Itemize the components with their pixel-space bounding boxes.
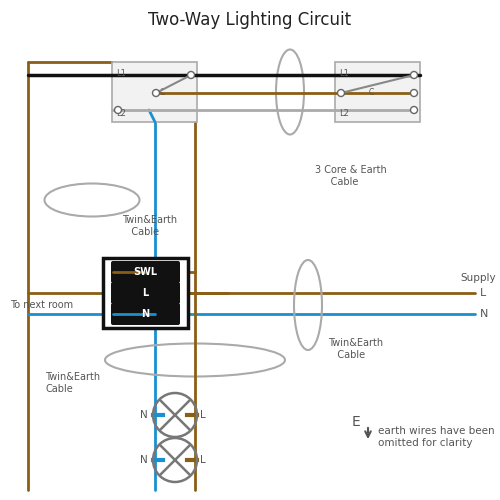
Text: SWL: SWL bbox=[133, 267, 157, 277]
Bar bbox=[335, 62, 420, 122]
Text: C: C bbox=[369, 88, 374, 97]
Circle shape bbox=[188, 72, 194, 78]
Text: Twin&Earth
   Cable: Twin&Earth Cable bbox=[122, 215, 177, 236]
Text: L: L bbox=[200, 410, 206, 420]
Text: L: L bbox=[142, 288, 148, 298]
Text: earth wires have been
omitted for clarity: earth wires have been omitted for clarit… bbox=[378, 426, 494, 448]
Bar bbox=[112, 62, 197, 122]
Text: N: N bbox=[140, 455, 148, 465]
Text: L2: L2 bbox=[116, 110, 126, 118]
Text: Twin&Earth
   Cable: Twin&Earth Cable bbox=[328, 338, 383, 359]
FancyBboxPatch shape bbox=[111, 261, 180, 283]
Text: To next room: To next room bbox=[10, 300, 73, 310]
FancyBboxPatch shape bbox=[111, 282, 180, 304]
Text: N: N bbox=[480, 309, 488, 319]
Circle shape bbox=[410, 90, 418, 96]
Text: L: L bbox=[480, 288, 486, 298]
Text: C: C bbox=[160, 88, 165, 97]
Circle shape bbox=[410, 106, 418, 114]
Circle shape bbox=[338, 90, 344, 96]
Text: N: N bbox=[141, 309, 149, 319]
Text: E: E bbox=[352, 415, 361, 429]
Text: L1: L1 bbox=[339, 70, 349, 78]
Text: Supply: Supply bbox=[460, 273, 496, 283]
FancyBboxPatch shape bbox=[111, 303, 180, 325]
Text: Twin&Earth
Cable: Twin&Earth Cable bbox=[45, 372, 100, 394]
Text: N: N bbox=[140, 410, 148, 420]
Circle shape bbox=[152, 90, 160, 96]
Circle shape bbox=[114, 106, 121, 114]
Bar bbox=[103, 258, 188, 328]
Text: 3 Core & Earth
     Cable: 3 Core & Earth Cable bbox=[315, 165, 387, 186]
Text: L: L bbox=[200, 455, 206, 465]
Text: L2: L2 bbox=[339, 110, 349, 118]
Text: Two-Way Lighting Circuit: Two-Way Lighting Circuit bbox=[148, 11, 352, 29]
Circle shape bbox=[410, 72, 418, 78]
Text: L1: L1 bbox=[116, 70, 126, 78]
